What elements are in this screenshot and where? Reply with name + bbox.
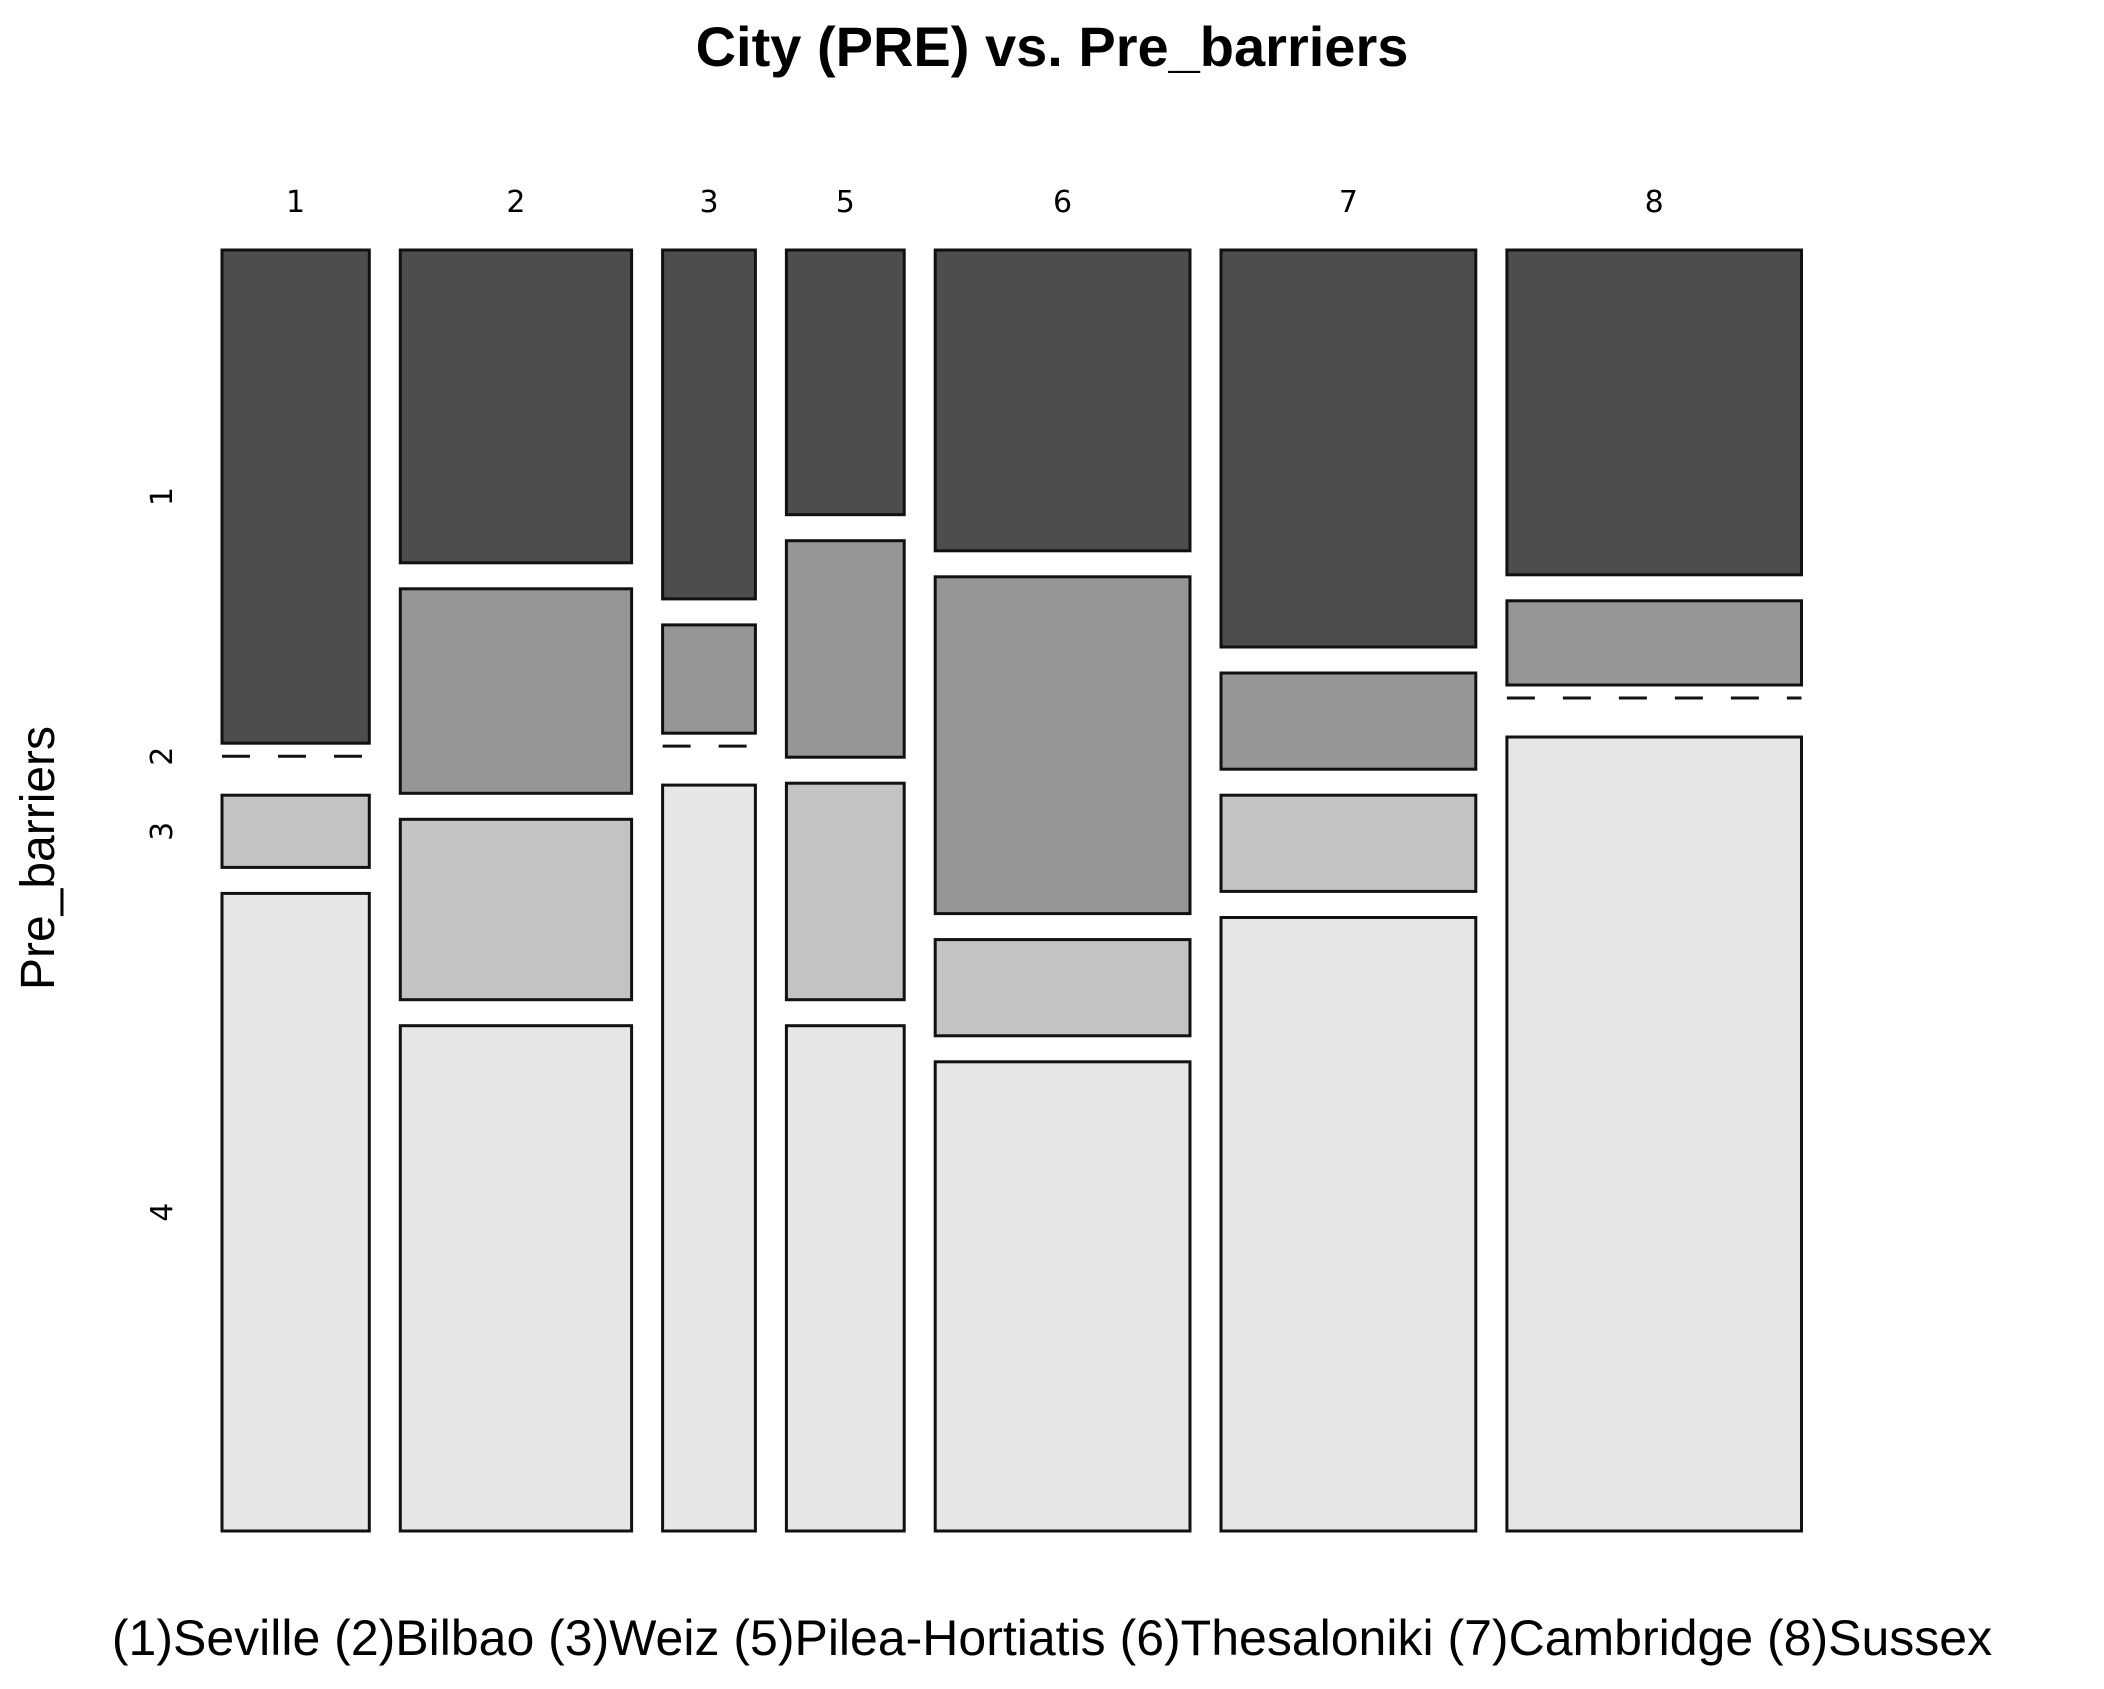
tile-city-7-level-1 — [1219, 248, 1478, 649]
tile-city-7-level-3 — [1219, 793, 1478, 893]
tile-city-3-level-1 — [661, 248, 757, 601]
tile-city-3-level-4 — [661, 783, 757, 1533]
tile-city-2-level-2 — [398, 587, 634, 795]
tile-city-6-level-4 — [933, 1060, 1192, 1533]
tile-city-5-level-3 — [784, 781, 906, 1002]
tile-city-1-level-4 — [220, 891, 371, 1533]
y-tick-label-3: 3 — [145, 822, 180, 841]
tile-city-3-level-2 — [661, 623, 757, 735]
mosaic-tiles — [220, 248, 1804, 1533]
tile-city-7-level-2 — [1219, 671, 1478, 771]
chart-title: City (PRE) vs. Pre_barriers — [696, 15, 1409, 78]
y-tick-labels: 1 2 3 4 — [145, 487, 180, 1222]
tile-city-6-level-3 — [933, 938, 1192, 1038]
tile-city-8-level-1 — [1505, 248, 1804, 577]
tile-city-6-level-2 — [933, 575, 1192, 916]
x-tick-label-6: 6 — [1053, 185, 1072, 220]
tile-city-7-level-4 — [1219, 916, 1478, 1533]
tile-city-1-level-1 — [220, 248, 371, 745]
tile-city-2-level-1 — [398, 248, 634, 565]
tile-city-8-level-2 — [1505, 599, 1804, 687]
y-tick-label-4: 4 — [145, 1203, 180, 1222]
x-tick-label-3: 3 — [699, 185, 718, 220]
x-tick-label-7: 7 — [1339, 185, 1358, 220]
x-tick-labels: 1 2 3 5 6 7 8 — [286, 185, 1664, 220]
x-tick-label-5: 5 — [836, 185, 855, 220]
tile-city-2-level-3 — [398, 817, 634, 1002]
y-tick-label-2: 2 — [145, 747, 180, 766]
x-tick-label-8: 8 — [1645, 185, 1664, 220]
tile-city-5-level-1 — [784, 248, 906, 517]
y-axis-label: Pre_barriers — [12, 726, 65, 990]
tile-city-5-level-2 — [784, 539, 906, 759]
x-tick-label-2: 2 — [506, 185, 525, 220]
tile-city-8-level-4 — [1505, 735, 1804, 1533]
y-tick-label-1: 1 — [145, 487, 180, 506]
tile-city-5-level-4 — [784, 1024, 906, 1533]
x-tick-label-1: 1 — [286, 185, 305, 220]
tile-city-6-level-1 — [933, 248, 1192, 553]
tile-city-1-level-3 — [220, 793, 371, 869]
city-legend-caption: (1)Seville (2)Bilbao (3)Weiz (5)Pilea-Ho… — [112, 1610, 1992, 1666]
tile-city-2-level-4 — [398, 1024, 634, 1533]
